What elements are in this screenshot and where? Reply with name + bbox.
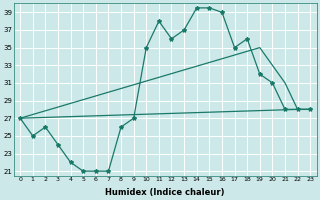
X-axis label: Humidex (Indice chaleur): Humidex (Indice chaleur) [106,188,225,197]
